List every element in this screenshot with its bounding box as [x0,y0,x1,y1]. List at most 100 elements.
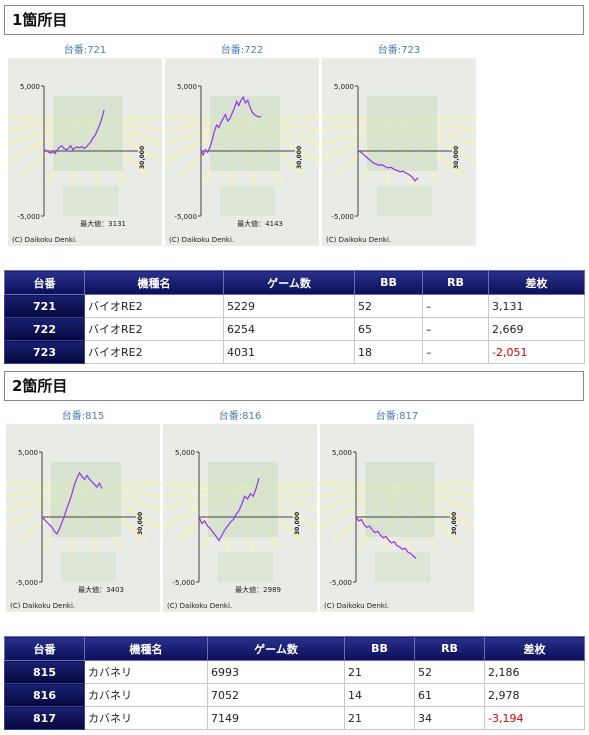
game-count: 4031 [223,340,355,364]
x-end-label: 30,000 [294,512,301,535]
chart-id-label[interactable]: 台番:721 [63,45,107,56]
copyright-label: (C) Daikoku Denki. [324,602,389,610]
header-bb: BB [354,270,423,295]
machine-table-1: 台番 機種名 ゲーム数 BB RB 差枚 721 バイオRE2 5229 52 … [4,270,585,364]
chart-722[interactable]: 台番:722 5,000 -5,000 30,000 最大値：4143 (C) Daik… [165,44,319,249]
x-end-label: 30,000 [453,146,460,169]
tray-shape [220,186,275,216]
machine-shape [53,96,123,171]
header-game-count: ゲーム数 [223,270,355,295]
max-value-label: 最大値：2989 [235,585,281,594]
slump-graph: 5,000 -5,000 30,000 最大値：2989(C) Daikoku Den… [163,449,317,610]
machine-table-2: 台番 機種名 ゲーム数 BB RB 差枚 815 カバネリ 6993 21 52… [4,636,585,730]
machine-number: 722 [4,317,85,341]
x-end-label: 30,000 [296,146,303,169]
tray-shape [63,186,118,216]
header-rb: RB [422,270,489,295]
slump-graph: 5,000 -5,000 30,000 最大値：4143(C) Daikoku Den… [165,83,319,244]
machine-name: カバネリ [84,706,208,730]
machine-number: 723 [4,340,85,364]
table-header-row: 台番 機種名 ゲーム数 BB RB 差枚 [4,270,585,295]
table-row[interactable]: 815 カバネリ 6993 21 52 2,186 [4,660,585,684]
machine-name: カバネリ [84,660,208,684]
game-count: 7052 [207,683,345,707]
machine-name: バイオRE2 [84,317,224,341]
machine-name: バイオRE2 [84,294,224,318]
y-min-label: -5,000 [17,213,40,221]
bb-count: 21 [344,706,415,730]
bb-count: 14 [344,683,415,707]
x-end-label: 30,000 [139,146,146,169]
chart-box: 5,000 -5,000 30,000 最大値：3131 (C) Daikoku Den… [8,58,162,246]
game-count: 6993 [207,660,345,684]
slump-graph: 5,000 -5,000 30,000 (C) Daikoku Denki. [322,83,476,244]
background-decoration [163,462,317,582]
header-bb: BB [344,636,415,661]
section-2-header: 2箇所目 [4,371,584,401]
rb-count: 34 [414,706,485,730]
copyright-label: (C) Daikoku Denki. [12,236,77,244]
tray-shape [61,552,116,582]
rb-count: 61 [414,683,485,707]
chart-817[interactable]: 台番:817 5,000 -5,000 30,000 (C) Daikoku Denk… [320,410,474,615]
chart-box: 5,000 -5,000 30,000 (C) Daikoku Denki. [322,58,476,246]
bb-count: 65 [354,317,423,341]
series-line [357,150,419,182]
rb-count: – [422,340,489,364]
table-row[interactable]: 816 カバネリ 7052 14 61 2,978 [4,683,585,707]
machine-shape [365,462,435,537]
table-row[interactable]: 723 バイオRE2 4031 18 – -2,051 [4,340,585,364]
game-count: 7149 [207,706,345,730]
diff-value: 2,669 [488,317,585,341]
chart-id-label[interactable]: 台番:722 [220,45,264,56]
y-max-label: 5,000 [177,83,197,91]
copyright-label: (C) Daikoku Denki. [10,602,75,610]
machine-number: 817 [4,706,85,730]
y-max-label: 5,000 [175,449,195,457]
series-line [200,95,262,157]
tray-shape [218,552,273,582]
copyright-label: (C) Daikoku Denki. [326,236,391,244]
chart-box: 5,000 -5,000 30,000 (C) Daikoku Denki. [320,424,474,612]
y-min-label: -5,000 [15,579,38,587]
machine-number: 816 [4,683,85,707]
y-max-label: 5,000 [18,449,38,457]
table-row[interactable]: 721 バイオRE2 5229 52 – 3,131 [4,294,585,318]
chart-723[interactable]: 台番:723 5,000 -5,000 30,000 (C) Daikoku Denk… [322,44,476,249]
machine-name: カバネリ [84,683,208,707]
game-count: 6254 [223,317,355,341]
chart-721[interactable]: 台番:721 5,000 -5,000 30,000 最大値：3131 (C) Daik… [8,44,162,249]
game-count: 5229 [223,294,355,318]
chart-815[interactable]: 台番:815 5,000 -5,000 30,000 最大値：3403 (C) Daik… [6,410,160,615]
bb-count: 21 [344,660,415,684]
background-decoration [6,462,160,582]
series-line [198,477,260,542]
header-machine-number: 台番 [4,636,85,661]
y-min-label: -5,000 [331,213,354,221]
chart-id-label[interactable]: 台番:817 [375,411,419,422]
section-1-header: 1箇所目 [4,5,584,35]
tray-shape [377,186,432,216]
copyright-label: (C) Daikoku Denki. [167,602,232,610]
table-header-row: 台番 機種名 ゲーム数 BB RB 差枚 [4,636,585,661]
machine-shape [210,96,280,171]
slump-graph: 5,000 -5,000 30,000 最大値：3131(C) Daikoku Den… [8,83,162,244]
bb-count: 52 [354,294,423,318]
max-value-label: 最大値：3403 [78,585,124,594]
machine-number: 721 [4,294,85,318]
chart-816[interactable]: 台番:816 5,000 -5,000 30,000 最大値：2989 (C) Daik… [163,410,317,615]
diff-value: -2,051 [488,340,585,364]
slump-graph: 5,000 -5,000 30,000 (C) Daikoku Denki. [320,449,474,610]
chart-box: 5,000 -5,000 30,000 最大値：3403 (C) Daikoku Den… [6,424,160,612]
y-max-label: 5,000 [20,83,40,91]
background-decoration [8,96,162,216]
chart-id-label[interactable]: 台番:816 [218,411,262,422]
bb-count: 18 [354,340,423,364]
table-row[interactable]: 817 カバネリ 7149 21 34 -3,194 [4,706,585,730]
table-row[interactable]: 722 バイオRE2 6254 65 – 2,669 [4,317,585,341]
chart-id-label[interactable]: 台番:815 [61,411,105,422]
diff-value: -3,194 [484,706,585,730]
chart-id-label[interactable]: 台番:723 [377,45,421,56]
slump-graph: 5,000 -5,000 30,000 最大値：3403(C) Daikoku Den… [6,449,160,610]
header-diff: 差枚 [484,636,585,661]
